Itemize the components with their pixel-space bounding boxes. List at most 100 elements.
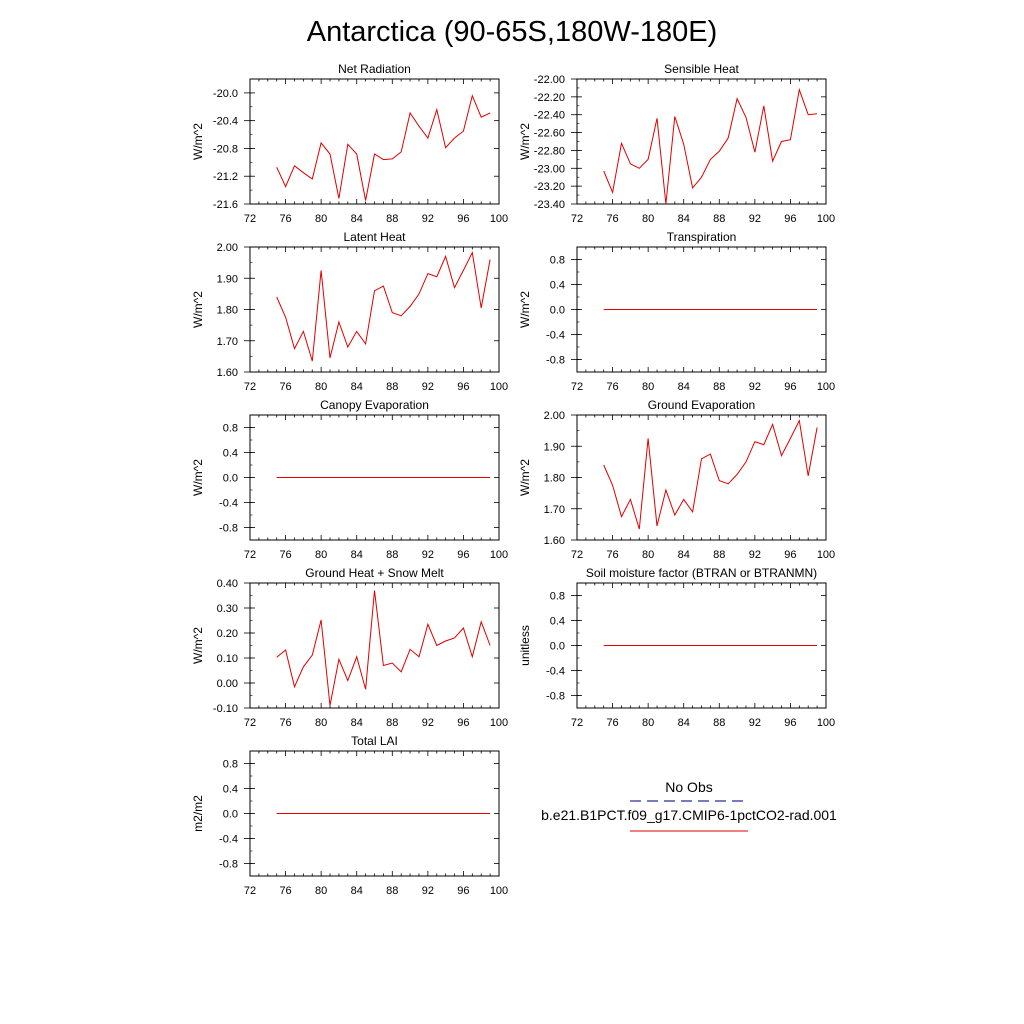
y-tick-label: 0.8	[223, 423, 238, 435]
chart-title: Ground Heat + Snow Melt	[305, 566, 444, 580]
y-tick-label: -0.4	[546, 666, 565, 678]
x-tick-label: 100	[490, 381, 508, 393]
x-tick-label: 88	[386, 381, 398, 393]
y-axis-label: W/m^2	[518, 123, 532, 160]
x-tick-label: 80	[315, 885, 327, 897]
panel-grid: Net Radiation W/m^2 72 76 80 84 88 92 96 100 -21.6…	[191, 62, 835, 897]
y-tick-label: 1.70	[544, 504, 565, 516]
y-tick-label: 1.80	[217, 305, 238, 317]
x-tick-label: 84	[351, 885, 363, 897]
x-tick-label: 100	[817, 549, 835, 561]
y-axis-label: unitless	[518, 625, 532, 666]
chart-title: Latent Heat	[343, 230, 406, 244]
x-tick-label: 88	[713, 213, 725, 225]
chart-panel: Sensible Heat W/m^2 72 76 80 84 88 92 96 100 -23.4…	[518, 62, 835, 225]
x-tick-label: 96	[784, 549, 796, 561]
legend-obs-label: No Obs	[665, 779, 712, 795]
y-axis-label: W/m^2	[191, 123, 205, 160]
y-tick-label: -0.4	[546, 330, 565, 342]
series-line	[603, 87, 818, 205]
y-axis-label: m2/m2	[191, 795, 205, 832]
y-axis-label: W/m^2	[518, 291, 532, 328]
y-tick-label: -0.8	[546, 691, 565, 703]
x-tick-label: 76	[279, 381, 291, 393]
chart-panel: Ground Evaporation W/m^2 72 76 80 84 88 92 96 100…	[518, 398, 835, 561]
x-tick-label: 96	[457, 717, 469, 729]
y-tick-label: 1.90	[217, 273, 238, 285]
chart-panel: Latent Heat W/m^2 72 76 80 84 88 92 96 100 1.60 1.7…	[191, 230, 508, 393]
x-tick-label: 80	[642, 549, 654, 561]
chart-title: Soil moisture factor (BTRAN or BTRANMN)	[586, 566, 817, 580]
y-tick-label: 0.4	[550, 280, 565, 292]
x-tick-label: 80	[642, 381, 654, 393]
x-tick-label: 92	[422, 213, 434, 225]
y-tick-label: -23.40	[534, 199, 565, 211]
x-tick-label: 80	[315, 549, 327, 561]
x-tick-label: 72	[244, 213, 256, 225]
x-tick-label: 96	[457, 549, 469, 561]
y-tick-label: -20.4	[213, 116, 238, 128]
chart-title: Transpiration	[667, 230, 737, 244]
x-tick-label: 88	[386, 213, 398, 225]
y-tick-label: -21.2	[213, 171, 238, 183]
x-tick-label: 92	[749, 381, 761, 393]
y-tick-label: 0.4	[223, 448, 238, 460]
x-tick-label: 100	[490, 885, 508, 897]
y-tick-label: 0.0	[223, 809, 238, 821]
plot-frame	[249, 582, 500, 709]
y-tick-label: -0.8	[219, 859, 238, 871]
chart-panel: Transpiration W/m^2 72 76 80 84 88 92 96 100 -0.8 -…	[518, 230, 835, 393]
series-line	[603, 418, 818, 530]
x-tick-label: 88	[713, 549, 725, 561]
chart-panel: Canopy Evaporation W/m^2 72 76 80 84 88 92 96 100…	[191, 398, 508, 561]
chart-title: Canopy Evaporation	[320, 398, 429, 412]
x-tick-label: 96	[457, 381, 469, 393]
x-tick-label: 80	[315, 381, 327, 393]
y-tick-label: 0.30	[217, 603, 238, 615]
y-tick-label: -22.20	[534, 92, 565, 104]
y-tick-label: -21.6	[213, 199, 238, 211]
y-tick-label: -20.0	[213, 88, 238, 100]
y-tick-label: 1.60	[544, 535, 565, 547]
chart-title: Total LAI	[351, 734, 398, 748]
x-tick-label: 80	[642, 213, 654, 225]
y-axis-label: W/m^2	[191, 459, 205, 496]
plot-frame	[249, 78, 500, 205]
x-tick-label: 76	[279, 213, 291, 225]
x-tick-label: 72	[244, 885, 256, 897]
series-line	[276, 94, 491, 201]
y-tick-label: 0.8	[223, 759, 238, 771]
x-tick-label: 84	[351, 381, 363, 393]
x-tick-label: 76	[279, 717, 291, 729]
x-tick-label: 72	[571, 549, 583, 561]
y-tick-label: -23.00	[534, 163, 565, 175]
x-tick-label: 72	[571, 717, 583, 729]
x-tick-label: 96	[784, 381, 796, 393]
x-tick-label: 72	[571, 381, 583, 393]
x-tick-label: 80	[315, 213, 327, 225]
x-tick-label: 96	[784, 213, 796, 225]
chart-title: Ground Evaporation	[648, 398, 755, 412]
x-tick-label: 84	[678, 381, 690, 393]
legend: No Obs b.e21.B1PCT.f09_g17.CMIP6-1pctCO2…	[541, 779, 837, 832]
x-tick-label: 84	[678, 717, 690, 729]
chart-panel: Soil moisture factor (BTRAN or BTRANMN) u…	[518, 566, 835, 729]
x-tick-label: 76	[606, 717, 618, 729]
x-tick-label: 72	[571, 213, 583, 225]
x-tick-label: 100	[817, 717, 835, 729]
x-tick-label: 88	[386, 885, 398, 897]
y-tick-label: 0.10	[217, 653, 238, 665]
x-tick-label: 72	[244, 717, 256, 729]
y-tick-label: 0.4	[223, 784, 238, 796]
chart-panel: Ground Heat + Snow Melt W/m^2 72 76 80 84 88 92…	[191, 566, 508, 729]
y-tick-label: -20.8	[213, 143, 238, 155]
y-tick-label: 0.20	[217, 628, 238, 640]
y-tick-label: 0.0	[223, 473, 238, 485]
y-tick-label: 1.70	[217, 336, 238, 348]
y-tick-label: -0.4	[219, 498, 238, 510]
x-tick-label: 80	[315, 717, 327, 729]
y-tick-label: -0.10	[213, 703, 238, 715]
series-line	[276, 590, 491, 706]
x-tick-label: 96	[784, 717, 796, 729]
